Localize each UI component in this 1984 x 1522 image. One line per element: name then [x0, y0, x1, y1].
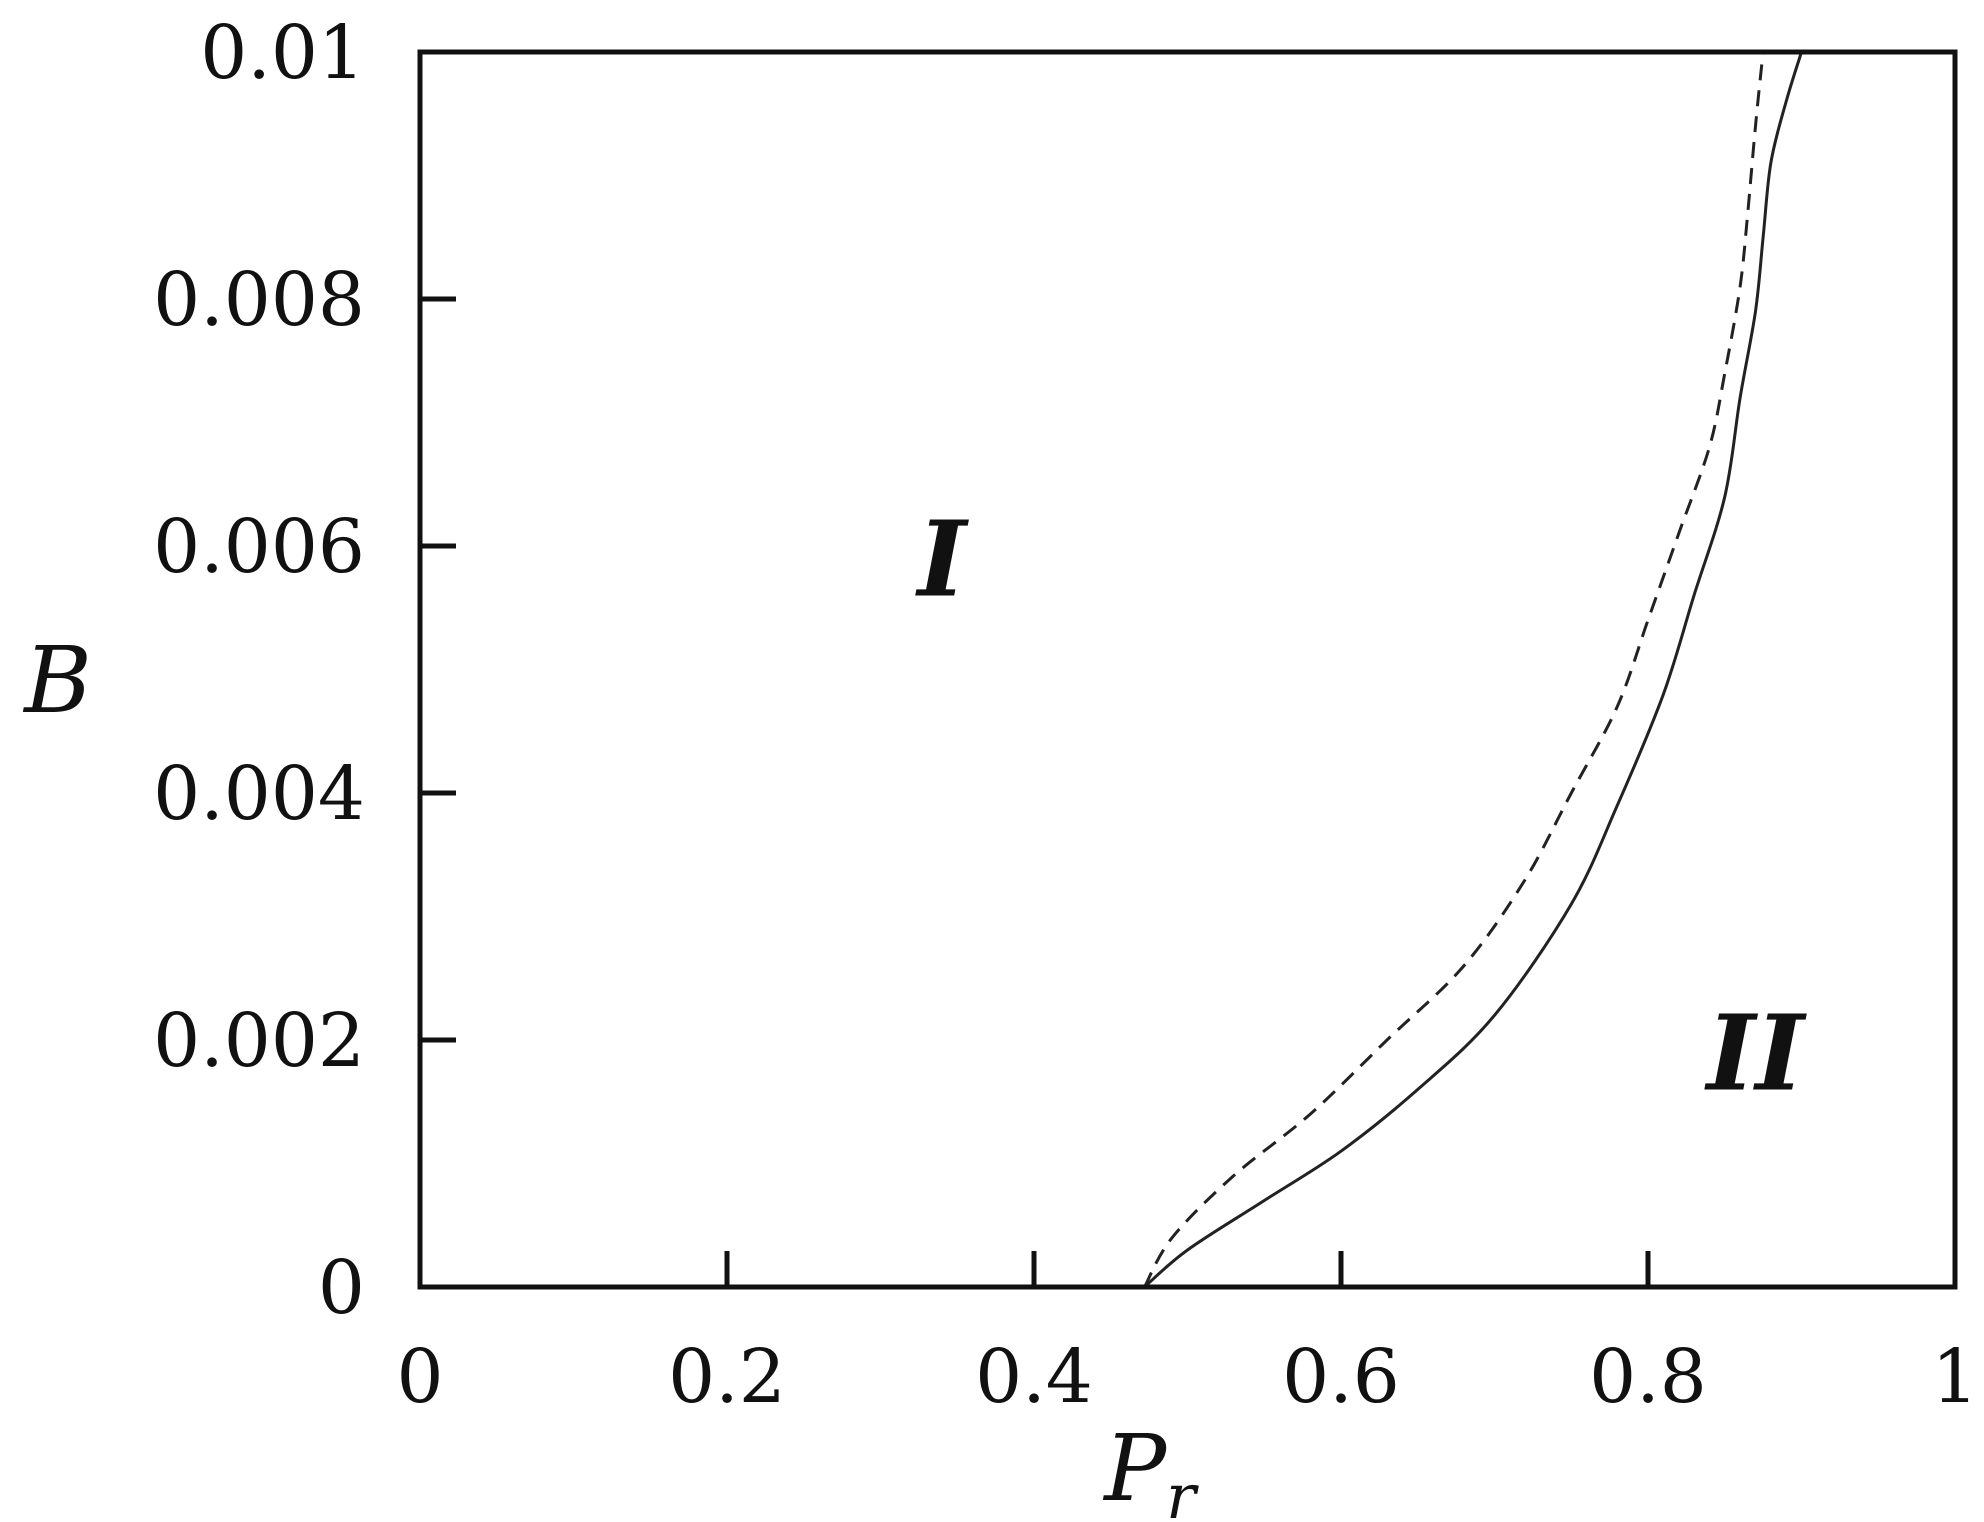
x-tick-label: 0.2 — [668, 1334, 786, 1420]
series-layer — [1143, 51, 1803, 1289]
plot-frame — [417, 49, 1958, 1290]
y-tick-label: 0.01 — [200, 10, 365, 96]
y-tick-label: 0.008 — [153, 257, 365, 343]
y-tick-label: 0.002 — [153, 998, 365, 1084]
y-tick-label: 0.004 — [153, 751, 365, 837]
region-label: II — [1704, 991, 1808, 1114]
x-axis-label-subscript: r — [1166, 1460, 1199, 1522]
region-label: I — [915, 497, 970, 620]
dashed-boundary-curve — [1143, 51, 1765, 1288]
x-tick-label: 0.4 — [975, 1334, 1093, 1420]
x-tick-label: 1 — [1931, 1334, 1978, 1420]
y-tick-label: 0 — [318, 1245, 365, 1331]
y-tick-label: 0.006 — [153, 504, 365, 590]
x-axis-ticks: 0 0.2 0.4 0.6 0.8 1 — [396, 1251, 1979, 1420]
x-tick-label: 0.6 — [1282, 1334, 1400, 1420]
y-axis-ticks: 0 0.002 0.004 0.006 0.008 0.01 — [153, 10, 456, 1331]
region-labels: III — [915, 497, 1808, 1114]
solid-boundary-curve — [1143, 51, 1803, 1289]
y-axis-label: B — [22, 627, 92, 734]
x-tick-label: 0.8 — [1589, 1334, 1707, 1420]
x-axis-label: Pr — [1102, 1415, 1199, 1522]
x-tick-label: 0 — [396, 1334, 443, 1420]
x-axis-label-main: P — [1102, 1415, 1168, 1522]
